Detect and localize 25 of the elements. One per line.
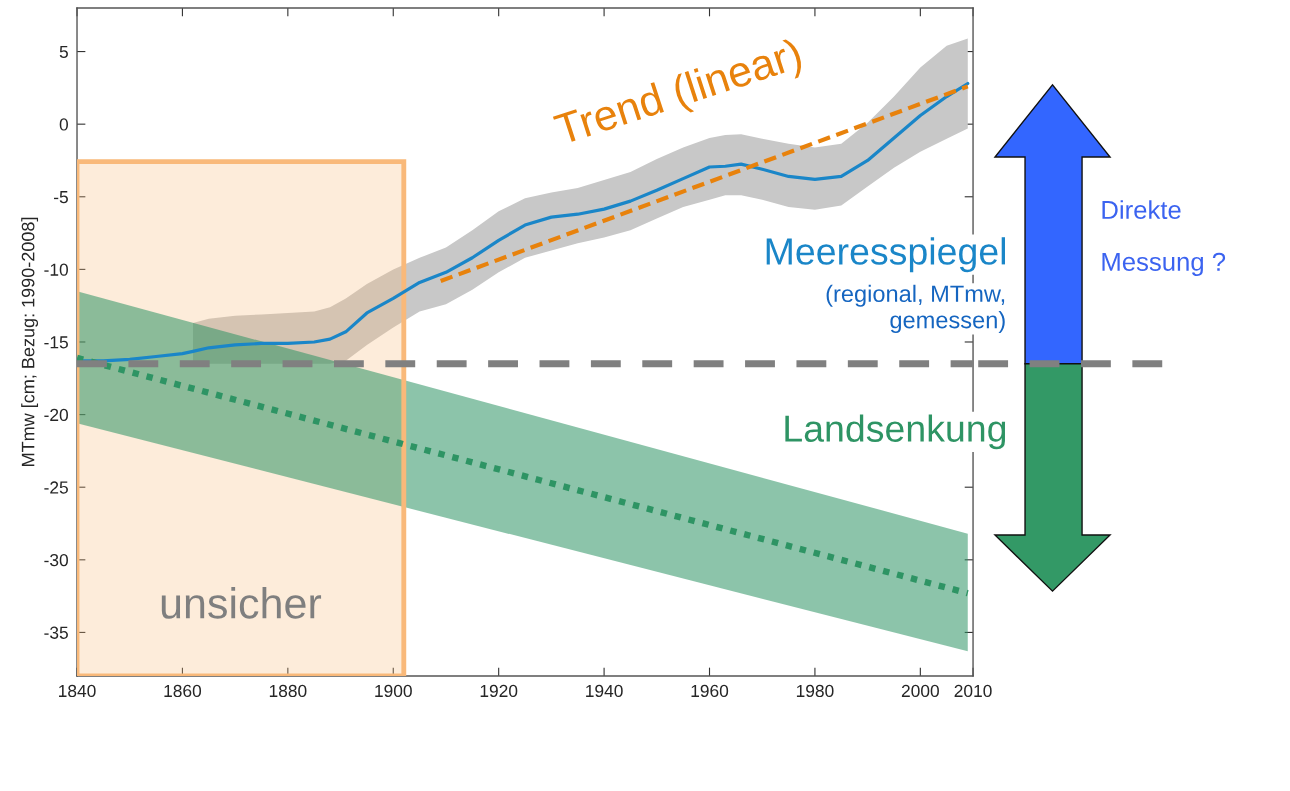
text: Direkte Messung ? <box>1102 200 1226 277</box>
x-tick-label: 1860 <box>164 684 202 698</box>
y-tick-label: -35 <box>44 626 68 639</box>
x-tick-label: 1920 <box>480 684 518 698</box>
x-tick-label: 2010 <box>954 684 992 698</box>
y-axis-title: MTmw [cm; Bezug: 1990-2008] <box>21 217 39 466</box>
series-label: Meeresspiegel <box>766 237 1005 273</box>
y-tick-label: -20 <box>44 408 68 422</box>
y-tick-label: 5 <box>59 45 68 59</box>
annotation: (regional, MTmw, gemessen) <box>826 284 1005 334</box>
x-tick-label: 1880 <box>269 684 307 698</box>
x-tick-label: 1980 <box>796 684 834 698</box>
y-tick-label: -25 <box>44 481 68 494</box>
y-tick-label: -10 <box>44 263 68 276</box>
x-tick-label: 1940 <box>586 684 623 698</box>
y-tick-label: -15 <box>44 336 68 349</box>
y-tick-label: -30 <box>44 553 68 567</box>
y-tick-label: 0 <box>59 118 68 131</box>
x-tick-label: 1960 <box>691 684 729 698</box>
text: Landsenkung <box>785 414 1006 450</box>
band-label: unsicher <box>161 587 322 619</box>
x-tick-label: 2000 <box>901 684 939 698</box>
y-tick-label: -5 <box>54 191 68 204</box>
x-tick-label: 1900 <box>375 684 412 698</box>
x-tick-label: 1840 <box>59 684 96 698</box>
